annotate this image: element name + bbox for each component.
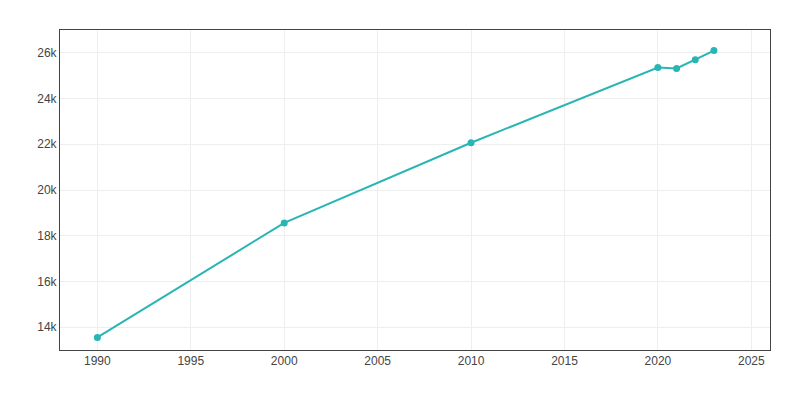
svg-text:2020: 2020 — [645, 354, 672, 368]
svg-text:2010: 2010 — [458, 354, 485, 368]
svg-text:20k: 20k — [37, 183, 57, 197]
svg-text:2005: 2005 — [364, 354, 391, 368]
svg-text:18k: 18k — [37, 229, 57, 243]
svg-text:2025: 2025 — [738, 354, 765, 368]
svg-text:2000: 2000 — [271, 354, 298, 368]
svg-text:2015: 2015 — [551, 354, 578, 368]
svg-text:16k: 16k — [37, 275, 57, 289]
svg-text:22k: 22k — [37, 137, 57, 151]
svg-text:14k: 14k — [37, 320, 57, 334]
svg-text:1995: 1995 — [177, 354, 204, 368]
svg-text:26k: 26k — [37, 46, 57, 60]
svg-text:24k: 24k — [37, 92, 57, 106]
svg-text:1990: 1990 — [84, 354, 111, 368]
